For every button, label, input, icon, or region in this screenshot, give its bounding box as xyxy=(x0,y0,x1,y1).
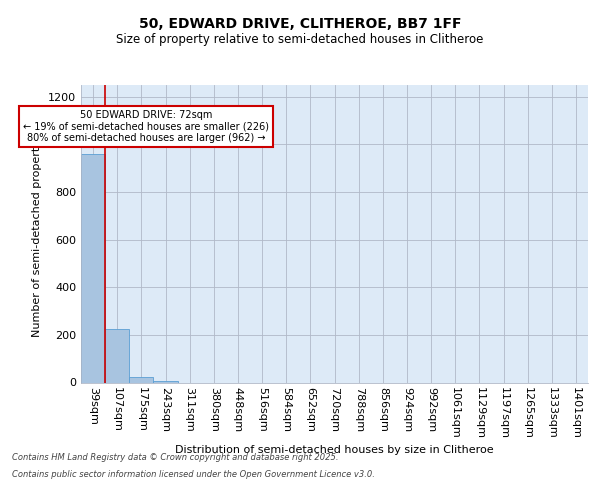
Text: Size of property relative to semi-detached houses in Clitheroe: Size of property relative to semi-detach… xyxy=(116,32,484,46)
Text: Contains public sector information licensed under the Open Government Licence v3: Contains public sector information licen… xyxy=(12,470,375,479)
Bar xyxy=(154,380,178,382)
Bar xyxy=(81,154,105,382)
Text: 50, EDWARD DRIVE, CLITHEROE, BB7 1FF: 50, EDWARD DRIVE, CLITHEROE, BB7 1FF xyxy=(139,18,461,32)
Bar xyxy=(105,328,129,382)
X-axis label: Distribution of semi-detached houses by size in Clitheroe: Distribution of semi-detached houses by … xyxy=(175,445,494,455)
Text: 50 EDWARD DRIVE: 72sqm
← 19% of semi-detached houses are smaller (226)
80% of se: 50 EDWARD DRIVE: 72sqm ← 19% of semi-det… xyxy=(23,110,269,143)
Bar xyxy=(129,378,154,382)
Text: Contains HM Land Registry data © Crown copyright and database right 2025.: Contains HM Land Registry data © Crown c… xyxy=(12,452,338,462)
Y-axis label: Number of semi-detached properties: Number of semi-detached properties xyxy=(32,130,43,337)
